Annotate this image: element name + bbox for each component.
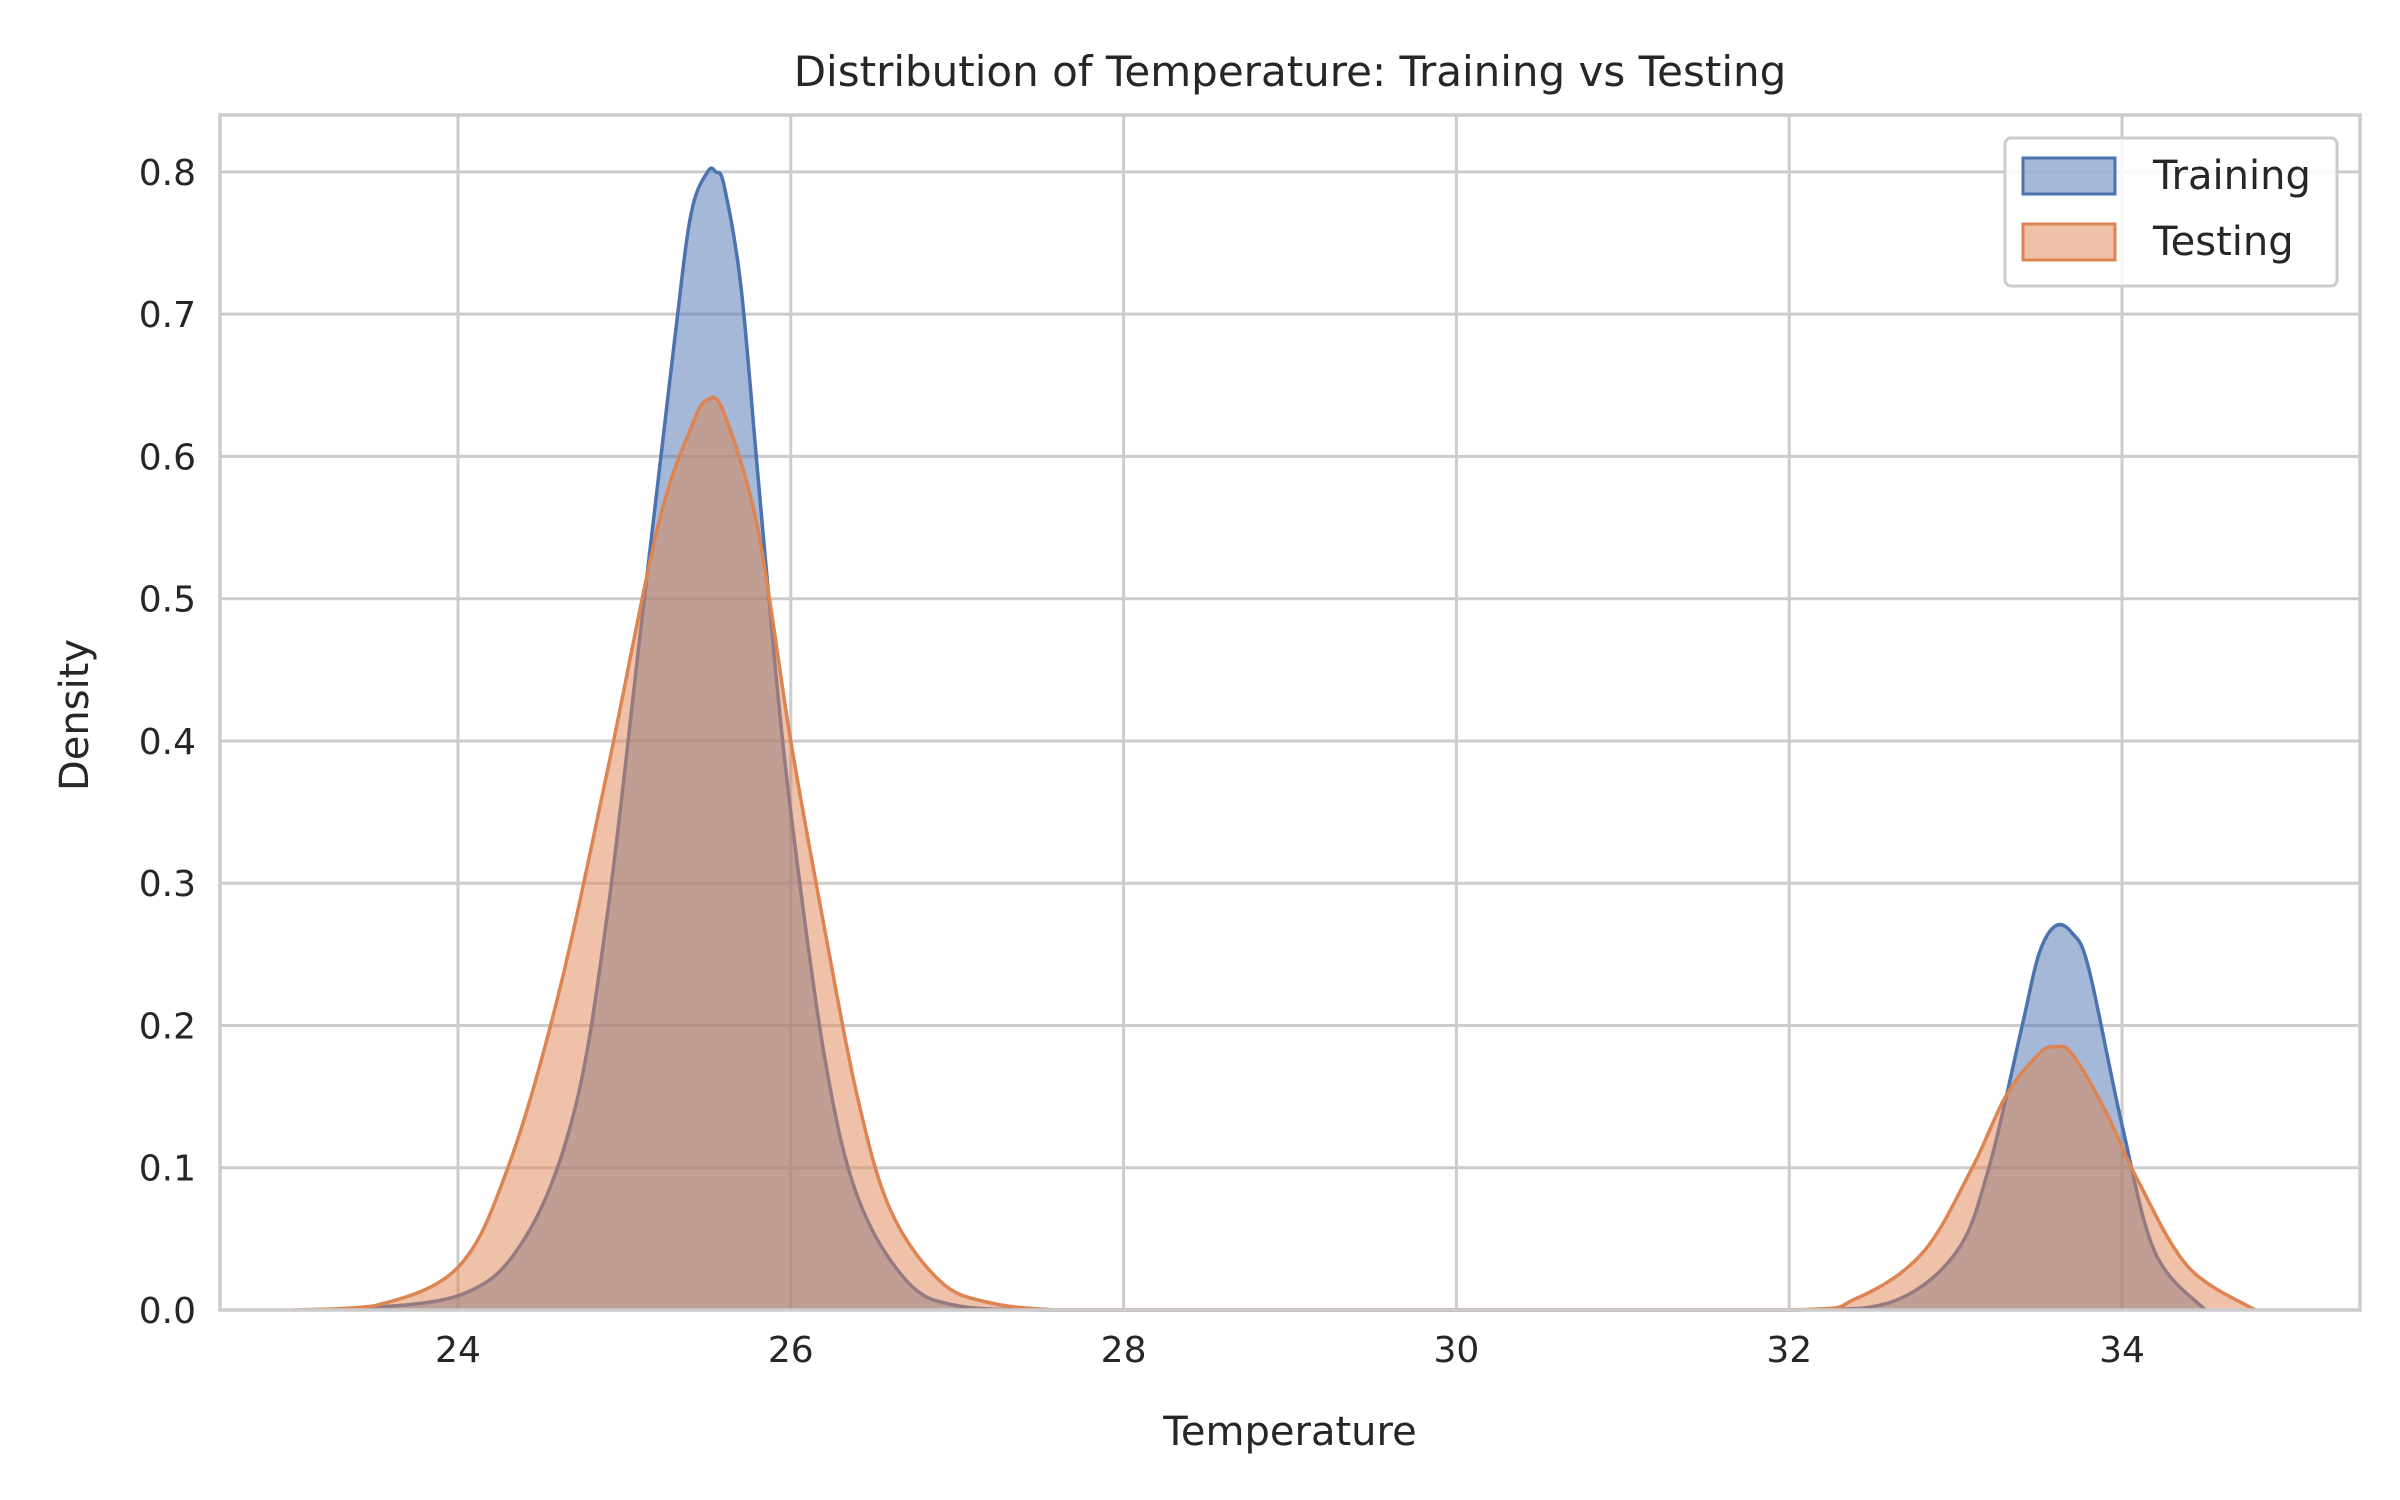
legend-swatch-training [2021,156,2117,196]
legend-label-training: Training [2152,153,2311,199]
x-tick-label: 32 [1766,1330,1812,1371]
y-tick-label: 0.3 [139,864,196,905]
y-axis-label: Density [52,639,98,791]
y-tick-label: 0.1 [139,1149,196,1190]
plot-area: 24 26 28 30 32 34 0.0 0.1 0.2 0.3 0.4 0.5 0.6 0.7 0.8 T… [139,113,2362,1371]
x-tick-label: 24 [435,1330,481,1371]
y-tick-label: 0.4 [139,722,196,763]
legend-swatch-testing [2021,222,2117,262]
testing-density-area [291,397,2256,1310]
y-tick-label: 0.6 [139,437,196,478]
x-tick-label: 30 [1434,1330,1480,1371]
chart-title: Distribution of Temperature: Training vs… [794,47,1787,96]
y-tick-label: 0.8 [139,153,196,194]
y-tick-label: 0.5 [139,580,196,621]
x-tick-label: 28 [1101,1330,1147,1371]
y-tick-label: 0.7 [139,295,196,336]
plot-frame [218,113,2362,1312]
x-tick-label: 34 [2099,1330,2145,1371]
y-tick-label: 0.2 [139,1006,196,1047]
x-tick-label: 26 [768,1330,814,1371]
testing-density-line [291,395,2257,1312]
y-tick-label: 0.0 [139,1291,196,1332]
legend-label-testing: Testing [2152,219,2294,265]
x-axis-label: Temperature [1162,1409,1416,1455]
